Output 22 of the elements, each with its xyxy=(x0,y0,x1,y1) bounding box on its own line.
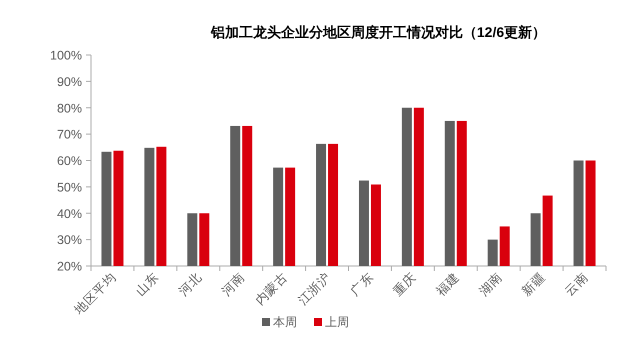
x-tick-label: 山东 xyxy=(133,270,162,299)
y-tick-label: 100% xyxy=(50,48,82,62)
x-tick-label: 内蒙古 xyxy=(252,270,290,308)
legend-label: 上周 xyxy=(325,315,349,329)
chart-title: 铝加工龙头企业分地区周度开工情况对比（12/6更新） xyxy=(210,24,546,40)
y-tick-label: 70% xyxy=(56,128,82,142)
y-tick-label: 90% xyxy=(56,74,82,89)
legend-label: 本周 xyxy=(273,315,297,329)
x-tick-label: 江浙沪 xyxy=(294,270,334,308)
y-tick-label: 80% xyxy=(56,101,82,116)
y-tick-label: 50% xyxy=(56,180,82,194)
x-tick-label: 福建 xyxy=(434,270,462,299)
x-tick-label: 广东 xyxy=(348,270,376,299)
x-tick-label: 云南 xyxy=(562,270,591,299)
y-tick-label: 60% xyxy=(56,154,82,168)
x-tick-label: 河北 xyxy=(176,270,204,299)
x-tick-label: 新疆 xyxy=(519,270,548,299)
y-tick-label: 40% xyxy=(56,206,82,221)
x-tick-label: 河南 xyxy=(219,270,248,299)
x-tick-label: 重庆 xyxy=(390,270,419,299)
y-tick-label: 30% xyxy=(56,233,82,248)
x-tick-label: 湖南 xyxy=(476,270,505,299)
